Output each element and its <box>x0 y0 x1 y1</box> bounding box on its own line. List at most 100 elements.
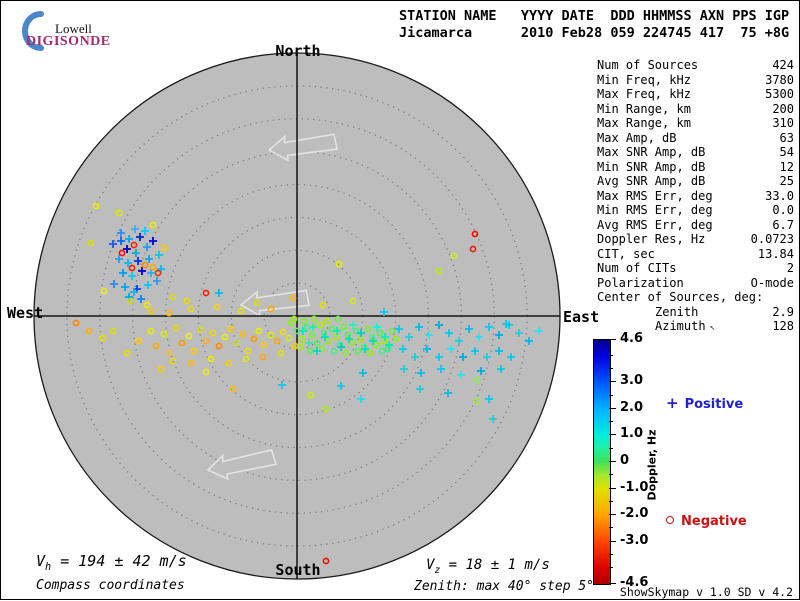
source-point-positive <box>502 320 510 328</box>
source-point-negative <box>471 230 479 238</box>
stats-row: Avg RMS Err, deg 6.7 <box>597 218 794 233</box>
source-point-negative <box>172 324 180 332</box>
source-point-negative <box>242 355 250 363</box>
plus-marker-icon: + <box>666 394 679 412</box>
source-point-positive <box>425 331 433 339</box>
source-point-positive <box>144 281 152 289</box>
source-point-negative <box>313 339 321 347</box>
source-point-negative <box>128 264 136 272</box>
stats-row: Azimuth ↖ 128 <box>597 319 794 336</box>
source-point-positive <box>475 333 483 341</box>
stats-label: Polarization <box>597 275 684 290</box>
source-point-negative <box>118 249 126 257</box>
stats-label: Max Amp, dB <box>597 130 677 145</box>
source-point-positive <box>115 255 123 263</box>
software-version: ShowSkymap v 1.0 SD v 4.2 <box>619 585 793 599</box>
source-point-negative <box>123 349 131 357</box>
source-point-negative <box>233 339 241 347</box>
source-point-positive <box>145 255 153 263</box>
source-point-negative <box>368 333 376 341</box>
source-point-negative <box>285 334 293 342</box>
stats-label: Min SNR Amp, dB <box>597 159 706 174</box>
source-point-negative <box>469 245 477 253</box>
source-point-positive <box>423 345 431 353</box>
source-point-negative <box>255 327 263 335</box>
colorbar-tick-label: 2.0 <box>620 399 644 415</box>
doppler-colorbar: 4.6 3.0 2.0 1.0 0 -1.0 -2.0 -3.0 -4.6 <box>593 331 743 593</box>
source-point-negative <box>330 347 338 355</box>
source-point-positive <box>313 347 321 355</box>
stats-label: Num of CITs <box>597 261 677 275</box>
source-point-negative <box>154 269 162 277</box>
source-point-negative <box>215 342 223 350</box>
source-point-positive <box>117 237 125 245</box>
stats-label: Min Freq, kHz <box>597 72 691 87</box>
source-point-positive <box>128 272 136 280</box>
stats-value: 5300 <box>765 87 794 101</box>
colorbar-tick-label: -4.6 <box>620 575 649 590</box>
source-point-positive <box>444 389 452 397</box>
colorbar-tick-label: -2.0 <box>620 506 649 522</box>
source-point-positive <box>489 415 497 423</box>
stats-label: Azimuth ↖ <box>655 319 715 333</box>
source-point-negative <box>450 252 458 260</box>
source-point-negative <box>202 368 210 376</box>
source-point-positive <box>359 369 367 377</box>
colorbar-major-tick <box>609 487 616 489</box>
source-point-negative <box>72 319 80 327</box>
source-point-positive <box>400 365 408 373</box>
drift-arrow-middle <box>239 289 311 318</box>
source-point-positive <box>337 343 345 351</box>
source-point-negative <box>267 331 275 339</box>
source-point-negative <box>160 330 168 338</box>
crescent-icon <box>22 11 44 51</box>
azimuth-direction-icon: ↖ <box>709 323 715 333</box>
stats-row: Max Freq, kHz 5300 <box>597 87 794 102</box>
source-point-positive <box>119 269 127 277</box>
legend-positive: + Positive <box>666 394 743 412</box>
stats-label: Avg SNR Amp, dB <box>597 174 706 188</box>
stats-row: Avg SNR Amp, dB 25 <box>597 174 794 189</box>
source-point-positive <box>515 329 523 337</box>
doppler-axis-label: Doppler, Hz <box>645 429 659 501</box>
source-point-negative <box>187 359 195 367</box>
source-point-positive <box>405 333 413 341</box>
stats-label: Min RMS Err, deg <box>597 203 713 217</box>
source-point-negative <box>253 299 261 307</box>
source-point-positive <box>380 308 388 316</box>
source-point-negative <box>157 365 165 373</box>
source-point-positive <box>477 367 485 375</box>
colorbar-tick-label: -3.0 <box>620 532 649 548</box>
source-point-negative <box>319 301 327 309</box>
source-point-negative <box>307 391 315 399</box>
source-point-positive <box>373 323 381 331</box>
source-point-positive <box>525 337 533 345</box>
compass-label-north: North <box>275 42 321 60</box>
source-point-negative <box>378 347 386 355</box>
source-point-negative <box>340 323 348 331</box>
source-point-positive <box>445 329 453 337</box>
source-point-negative <box>380 337 388 345</box>
stats-row: Doppler Res, Hz 0.0723 <box>597 232 794 247</box>
source-point-negative <box>141 261 149 269</box>
source-point-negative <box>237 307 245 315</box>
source-point-negative <box>244 347 252 355</box>
stats-label: Num of Sources <box>597 58 699 72</box>
vz-symbol: V <box>426 557 435 573</box>
source-point-negative <box>152 342 160 350</box>
source-point-positive <box>153 277 161 285</box>
colorbar-tick-label: 0 <box>620 453 630 468</box>
stats-row: Min RMS Err, deg 0.0 <box>597 203 794 218</box>
source-point-negative <box>147 307 155 315</box>
source-point-positive <box>110 280 118 288</box>
source-point-positive <box>485 323 493 331</box>
source-point-positive <box>416 385 424 393</box>
compass-label-west: West <box>7 304 44 322</box>
source-point-negative <box>207 355 215 363</box>
source-point-negative <box>109 327 117 335</box>
stats-label: Min Range, km <box>597 101 691 116</box>
zenith-grid-note: Zenith: max 40° step 5° <box>414 579 595 594</box>
source-point-positive <box>385 341 393 349</box>
colorbar-major-tick <box>609 540 616 542</box>
source-point-positive <box>435 353 443 361</box>
